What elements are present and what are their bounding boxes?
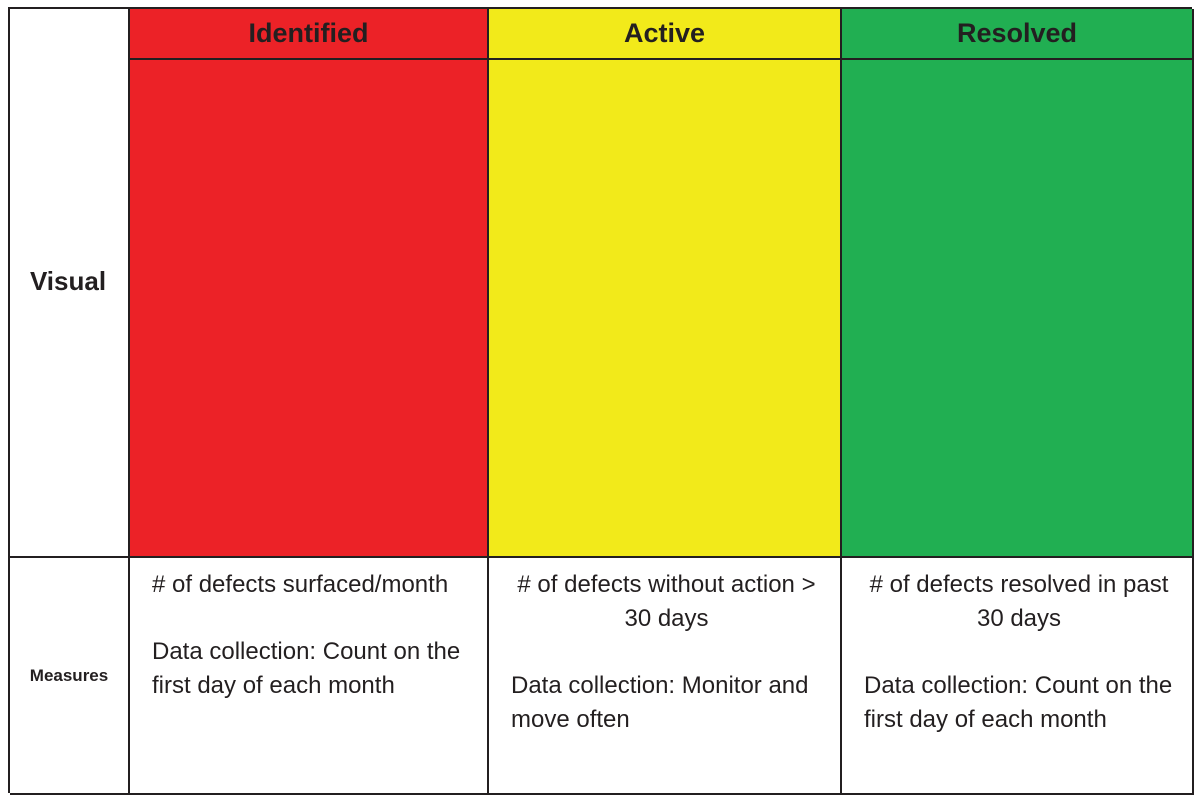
visual-swatch-resolved — [842, 60, 1194, 558]
metric-resolved: # of defects resolved in past 30 days — [869, 571, 1169, 632]
status-board: Identified Active Resolved Measures # of… — [8, 7, 1194, 795]
visual-row-label-cell — [10, 9, 130, 558]
metric-active: # of defects without action > 30 days — [517, 571, 816, 632]
header-active-label: Active — [623, 18, 706, 48]
collection-identified: Data collection: Count on the first day … — [152, 638, 461, 699]
measures-row-label-cell: Measures — [10, 558, 130, 795]
header-identified: Identified — [130, 9, 489, 60]
header-resolved: Resolved — [842, 9, 1194, 60]
collection-resolved: Data collection: Count on the first day … — [864, 672, 1173, 733]
collection-active: Data collection: Monitor and move often — [511, 672, 809, 733]
visual-swatch-identified — [130, 60, 489, 558]
visual-swatch-active — [489, 60, 842, 558]
header-resolved-label: Resolved — [956, 18, 1078, 48]
measure-active: # of defects without action > 30 days Da… — [489, 558, 842, 795]
measures-row-label: Measures — [29, 665, 109, 685]
measure-resolved: # of defects resolved in past 30 days Da… — [842, 558, 1194, 795]
header-identified-label: Identified — [248, 18, 369, 48]
measure-identified: # of defects surfaced/month Data collect… — [130, 558, 489, 795]
metric-identified: # of defects surfaced/month — [152, 571, 449, 598]
header-active: Active — [489, 9, 842, 60]
